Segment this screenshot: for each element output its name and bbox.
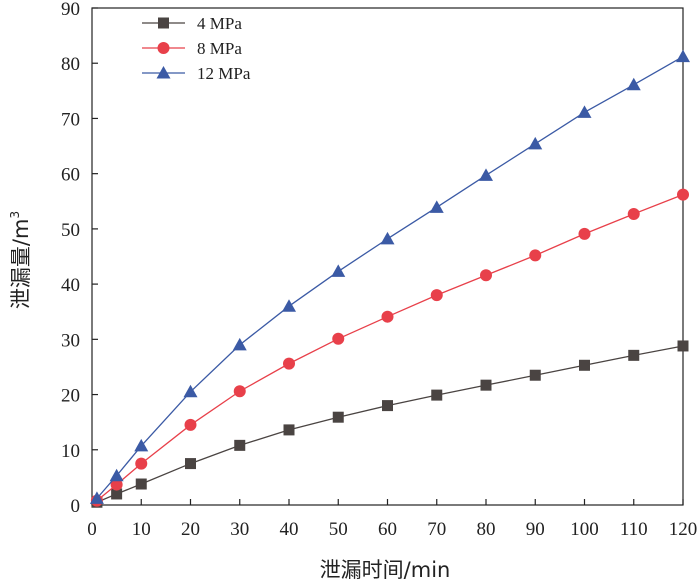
x-tick-label: 120	[669, 519, 698, 540]
data-point-8-mpa	[283, 357, 295, 370]
series-4-mpa	[91, 340, 689, 508]
data-point-12-mpa	[577, 105, 592, 118]
y-tick-label: 10	[61, 441, 80, 462]
legend-layer: 4 MPa 8 MPa 12 MPa	[142, 14, 251, 83]
data-point-4-mpa	[111, 488, 123, 500]
legend-entry-12-mpa: 12 MPa	[142, 64, 251, 83]
series-line-8-mpa	[96, 194, 684, 502]
x-tick-label: 70	[427, 519, 446, 540]
data-point-12-mpa	[626, 77, 641, 91]
data-point-12-mpa	[282, 299, 296, 312]
data-point-4-mpa	[234, 439, 246, 451]
data-point-8-mpa	[430, 289, 443, 302]
legend-label-8-mpa: 8 MPa	[197, 39, 242, 58]
data-point-12-mpa	[134, 438, 149, 452]
legend-marker-8-mpa	[157, 42, 170, 54]
data-point-8-mpa	[332, 332, 345, 345]
data-point-12-mpa	[232, 337, 247, 351]
series-layer	[89, 49, 690, 508]
x-tick-label: 20	[181, 519, 200, 540]
data-point-8-mpa	[184, 418, 197, 431]
data-point-4-mpa	[431, 389, 443, 401]
data-point-8-mpa	[529, 249, 542, 262]
data-point-8-mpa	[627, 207, 640, 220]
x-axis-title: 泄漏时间/min	[320, 558, 451, 582]
y-tick-label: 50	[61, 220, 80, 241]
data-point-8-mpa	[110, 478, 123, 491]
x-tick-label: 30	[230, 519, 249, 540]
axes-layer: 0 10 20 30 40 50 60 70 80 90 100 110 120 0 10 20 30 40 50 6…	[61, 0, 697, 540]
x-tick-label: 80	[477, 519, 496, 540]
legend-label-12-mpa: 12 MPa	[197, 64, 251, 83]
legend-entry-8-mpa: 8 MPa	[142, 39, 242, 58]
legend-entry-4-mpa: 4 MPa	[142, 14, 242, 33]
x-tick-label: 10	[132, 519, 151, 540]
legend-label-4-mpa: 4 MPa	[197, 14, 242, 33]
data-point-12-mpa	[109, 468, 124, 482]
series-8-mpa	[90, 188, 689, 507]
data-point-12-mpa	[479, 168, 493, 181]
x-tick-label: 90	[526, 519, 545, 540]
data-point-4-mpa	[135, 478, 147, 490]
data-point-8-mpa	[233, 385, 246, 398]
data-point-4-mpa	[283, 424, 295, 436]
y-axis-title: 泄漏量/m3	[8, 211, 33, 309]
y-tick-label: 40	[61, 275, 80, 296]
data-point-8-mpa	[677, 188, 689, 201]
data-point-12-mpa	[676, 49, 690, 63]
y-tick-label: 60	[61, 165, 80, 186]
y-tick-label: 70	[61, 109, 80, 130]
x-tick-label: 100	[570, 519, 599, 540]
x-tick-label: 50	[329, 519, 348, 540]
x-tick-label: 40	[280, 519, 299, 540]
data-point-12-mpa	[429, 200, 444, 213]
series-line-12-mpa	[96, 56, 684, 499]
data-point-4-mpa	[579, 359, 590, 371]
x-tick-label: 60	[378, 519, 397, 540]
data-point-12-mpa	[183, 384, 198, 398]
y-axis-title-main: 泄漏量/m	[9, 219, 33, 310]
x-tick-label: 0	[87, 519, 97, 540]
data-point-4-mpa	[332, 411, 344, 423]
y-tick-label: 0	[71, 496, 81, 517]
data-point-8-mpa	[135, 457, 148, 470]
data-point-8-mpa	[480, 269, 492, 282]
y-tick-label: 90	[61, 0, 80, 20]
y-axis-title-superscript: 3	[8, 211, 22, 219]
y-tick-label: 20	[61, 386, 80, 407]
data-point-12-mpa	[89, 491, 104, 504]
data-point-8-mpa	[381, 310, 394, 323]
data-point-4-mpa	[677, 340, 689, 352]
legend-marker-12-mpa	[156, 66, 171, 79]
series-12-mpa	[89, 49, 690, 504]
data-point-4-mpa	[185, 458, 196, 470]
series-line-4-mpa	[96, 345, 684, 503]
y-tick-label: 30	[61, 330, 80, 351]
data-point-4-mpa	[628, 349, 640, 361]
data-point-8-mpa	[578, 227, 591, 240]
data-point-4-mpa	[529, 369, 541, 381]
x-tick-label: 110	[620, 519, 648, 540]
plot-frame	[91, 7, 684, 506]
legend-marker-4-mpa	[158, 17, 169, 29]
data-point-4-mpa	[480, 379, 492, 391]
data-point-12-mpa	[380, 231, 395, 245]
data-point-12-mpa	[528, 136, 543, 150]
data-point-4-mpa	[382, 400, 393, 412]
data-point-12-mpa	[331, 264, 346, 277]
y-tick-label: 80	[61, 54, 80, 75]
